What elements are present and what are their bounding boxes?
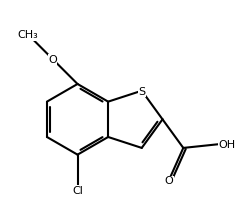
- Text: S: S: [138, 87, 145, 97]
- Text: O: O: [48, 55, 57, 65]
- Text: OH: OH: [218, 140, 236, 150]
- Text: Cl: Cl: [72, 186, 83, 196]
- Text: CH₃: CH₃: [17, 30, 38, 40]
- Text: O: O: [165, 176, 173, 186]
